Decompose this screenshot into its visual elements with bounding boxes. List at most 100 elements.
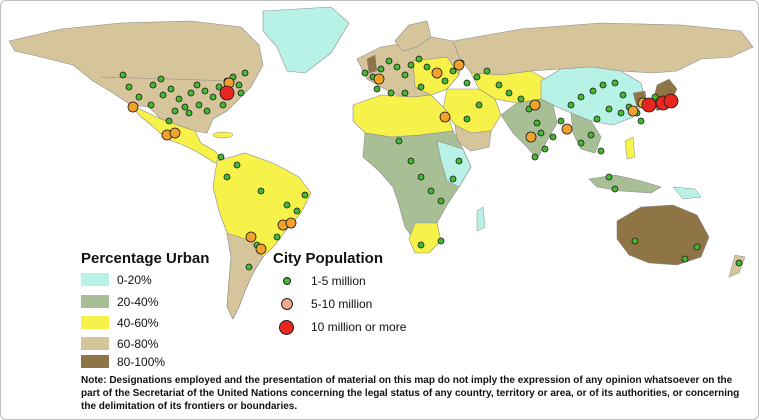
legend-urban-label: 60-80%	[117, 336, 159, 351]
city-marker-small	[423, 63, 431, 71]
china	[540, 66, 646, 126]
city-marker-small	[293, 207, 301, 215]
city-marker-small	[185, 109, 193, 117]
city-marker-small	[235, 81, 243, 89]
city-marker-small	[135, 93, 143, 101]
city-marker-medium	[529, 99, 541, 111]
city-marker-small	[395, 137, 403, 145]
city-marker-small	[237, 89, 245, 97]
city-marker-small	[273, 233, 281, 241]
north-africa	[352, 94, 454, 138]
city-marker-small	[517, 95, 525, 103]
swatch-40-60	[81, 316, 109, 329]
legend-urban-label: 40-60%	[117, 315, 159, 330]
legend-urban-label: 0-20%	[117, 272, 152, 287]
city-marker-small	[593, 115, 601, 123]
city-marker-small	[437, 197, 445, 205]
city-marker-small	[577, 139, 585, 147]
disclaimer-note: Note: Designations employed and the pres…	[81, 374, 753, 413]
city-marker-small	[181, 103, 189, 111]
city-marker-small	[495, 81, 503, 89]
legend-population-item: 10 million or more	[279, 319, 406, 335]
city-marker-small	[195, 101, 203, 109]
city-marker-small	[541, 145, 549, 153]
city-marker-medium	[285, 217, 297, 229]
city-marker-small	[533, 119, 541, 127]
legend-population-item: 5-10 million	[279, 296, 372, 312]
city-marker-small	[437, 237, 445, 245]
scandinavia	[394, 20, 432, 52]
city-marker-small	[735, 259, 743, 267]
city-marker-small	[577, 93, 585, 101]
city-marker-small	[449, 175, 457, 183]
swatch-60-80	[81, 337, 109, 350]
city-marker-small	[605, 105, 613, 113]
city-marker-small	[417, 173, 425, 181]
legend-urban-title: Percentage Urban	[81, 250, 210, 267]
caribbean-island	[212, 131, 234, 139]
legend-urban-label: 80-100%	[117, 354, 166, 369]
legend-population-label: 10 million or more	[311, 320, 407, 334]
east-africa	[436, 140, 472, 188]
city-marker-small	[611, 185, 619, 193]
city-marker-small	[587, 131, 595, 139]
legend-population-label: 1-5 million	[311, 274, 366, 288]
city-marker-small	[223, 173, 231, 181]
russia	[452, 22, 754, 76]
legend-urban-item: 0-20%	[81, 272, 152, 287]
city-marker-small	[589, 87, 597, 95]
city-marker-small	[475, 101, 483, 109]
legend-urban-item: 20-40%	[81, 294, 158, 309]
city-marker-small	[441, 77, 449, 85]
swatch-0-20	[81, 273, 109, 286]
city-marker-small	[193, 81, 201, 89]
city-marker-small	[597, 147, 605, 155]
city-marker-large	[641, 97, 657, 113]
city-marker-medium	[431, 67, 443, 79]
legend-urban-item: 40-60%	[81, 315, 158, 330]
british-isles	[366, 54, 378, 74]
philippines	[624, 136, 636, 160]
city-marker-small	[407, 157, 415, 165]
city-marker-small	[377, 65, 385, 73]
city-marker-small	[681, 255, 689, 263]
north-america	[8, 20, 264, 134]
legend-population-title: City Population	[273, 250, 383, 267]
city-marker-small	[401, 71, 409, 79]
city-marker-small	[619, 91, 627, 99]
city-marker-small	[611, 79, 619, 87]
city-marker-small	[233, 161, 241, 169]
city-marker-small	[599, 81, 607, 89]
city-marker-medium	[373, 73, 385, 85]
city-marker-small	[651, 93, 659, 101]
city-marker-small	[637, 117, 645, 125]
legend-urban-item: 80-100%	[81, 354, 165, 369]
australia	[616, 204, 710, 266]
south-asia	[500, 98, 558, 160]
city-marker-small	[537, 129, 545, 137]
city-marker-small	[463, 115, 471, 123]
city-marker-small	[187, 89, 195, 97]
southern-africa	[408, 222, 442, 254]
city-marker-small	[567, 101, 575, 109]
city-marker-medium	[525, 131, 537, 143]
city-marker-large	[663, 93, 679, 109]
city-marker-small	[361, 69, 369, 77]
city-markers	[119, 55, 743, 271]
city-marker-small	[165, 117, 173, 125]
city-marker-small	[175, 95, 183, 103]
new-zealand	[728, 254, 746, 278]
city-marker-small	[387, 89, 395, 97]
city-marker-medium	[439, 111, 451, 123]
city-marker-small	[417, 241, 425, 249]
city-marker-small	[171, 107, 179, 115]
city-marker-small	[241, 69, 249, 77]
city-dot-small-icon	[283, 277, 291, 285]
city-marker-small	[693, 243, 701, 251]
city-marker-small	[407, 61, 415, 69]
city-marker-medium	[627, 105, 639, 117]
city-marker-medium	[255, 243, 267, 255]
city-marker-small	[417, 83, 425, 91]
city-marker-small	[631, 237, 639, 245]
city-marker-small	[125, 83, 133, 91]
